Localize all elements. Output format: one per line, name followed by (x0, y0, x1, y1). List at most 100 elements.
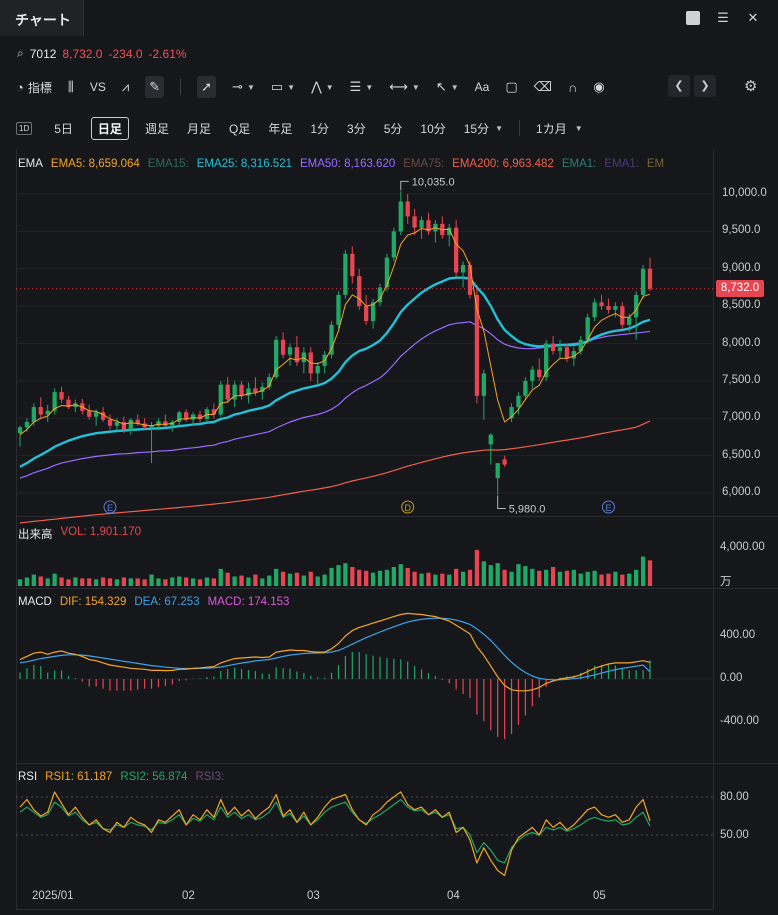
price-axis-label: 6,000.0 (722, 486, 761, 498)
candle-body (59, 392, 64, 400)
volume-unit-label: 万 (720, 576, 732, 588)
arrow-tool-button[interactable]: ↖ ▼ (436, 76, 459, 98)
period-option[interactable]: 週足 (144, 121, 169, 136)
candle-body (177, 412, 182, 422)
list-icon[interactable]: ☰ (717, 10, 729, 25)
ema200-line (19, 420, 651, 524)
scroll-right-button[interactable]: ❯ (694, 75, 716, 97)
rsi1-line (19, 791, 651, 877)
candle-body (488, 434, 493, 445)
period-option[interactable]: 日足 (90, 116, 129, 140)
volume-bar (557, 571, 563, 586)
candle-body (218, 384, 223, 415)
magnet-icon: ∩ (568, 79, 578, 95)
volume-bar (177, 576, 182, 586)
magnet-tool-button[interactable]: ∩ (568, 76, 577, 98)
volume-bar (571, 569, 576, 586)
x-axis-label: 05 (593, 890, 606, 902)
candle-body (647, 268, 653, 289)
candle-body (114, 421, 120, 426)
volume-bar (544, 569, 549, 586)
candle-body (454, 227, 459, 273)
settings-gear-icon[interactable]: ⚙ (744, 78, 758, 95)
volume-bar (433, 574, 438, 586)
period-option[interactable]: 1分 (310, 121, 330, 136)
low-label: 5,980.0 (509, 503, 546, 515)
fibonacci-icon: ☰ (349, 79, 362, 94)
candle-body (391, 231, 396, 258)
hline-icon: ⊸ (232, 79, 243, 94)
x-axis-label: 04 (447, 890, 460, 902)
close-icon[interactable]: ✕ (747, 10, 759, 25)
candle-body (128, 419, 133, 430)
search-icon[interactable]: ⌕ (17, 46, 24, 60)
chevron-down-icon[interactable]: ▼ (495, 123, 504, 133)
candle-type-button[interactable]: ⫼ (68, 76, 74, 98)
compare-button[interactable]: VS (90, 76, 106, 98)
period-option[interactable]: 年足 (268, 121, 293, 136)
measure-tool-button[interactable]: ⟷ ▼ (389, 76, 420, 98)
chevron-down-icon: ▼ (325, 82, 334, 92)
indicator-button[interactable]: ◔ 指標 (16, 76, 52, 98)
period-option[interactable]: 15分 (463, 121, 490, 136)
volume-bar (467, 569, 473, 586)
price-axis-label: 7,500.0 (722, 373, 761, 386)
volume-bar (280, 571, 286, 586)
rsi2-value: RSI2: 56.874 (120, 771, 188, 783)
volume-bar (322, 574, 327, 586)
volume-bar (634, 569, 639, 586)
candle-body (377, 287, 383, 303)
volume-bar (357, 569, 362, 586)
eye-icon: ◉ (593, 79, 605, 94)
chevron-down-icon[interactable]: ▼ (574, 123, 583, 133)
shape-tool-button[interactable]: ▭ ▼ (271, 76, 295, 98)
candle-body (613, 306, 618, 310)
candle-body (419, 220, 424, 228)
volume-bar (66, 579, 71, 586)
candle-body (592, 302, 597, 318)
candle-body (620, 306, 625, 325)
scroll-left-button[interactable]: ❮ (668, 75, 690, 97)
candle-body (370, 302, 376, 322)
candle-body (253, 388, 258, 393)
volume-bar (218, 568, 223, 586)
period-option[interactable]: Q足 (228, 121, 251, 136)
interval-badge[interactable]: 1D (16, 121, 33, 135)
eraser-tool-button[interactable]: ⌫ (534, 76, 552, 98)
volume-bar (24, 577, 30, 586)
chart-style-button[interactable]: ⩘ (122, 76, 129, 98)
line-tool-button[interactable]: ⊸ ▼ (232, 76, 255, 98)
period-option[interactable]: 10分 (420, 121, 446, 136)
chevron-down-icon: ▼ (411, 82, 420, 92)
volume-bar (613, 571, 618, 586)
volume-bar (197, 579, 203, 586)
period-option[interactable]: 5日 (54, 121, 73, 136)
draw-toggle-button[interactable]: ✎ (145, 76, 165, 98)
text-tool-button[interactable]: Aa (475, 76, 490, 98)
period-option[interactable]: 5分 (383, 121, 403, 136)
candle-body (94, 412, 99, 417)
cursor-tool-button[interactable]: ➚ (197, 76, 217, 98)
volume-bar (142, 579, 147, 586)
volume-bar (301, 575, 306, 586)
candle-body (294, 347, 300, 363)
volume-legend-title: 出来高 (18, 529, 53, 541)
period-option[interactable]: 月足 (186, 121, 211, 136)
pattern-tool-button[interactable]: ⋀ ▼ (311, 76, 334, 98)
candle-body (627, 317, 632, 325)
range-selector[interactable]: 1カ月 (536, 121, 567, 136)
comment-tool-button[interactable]: ▢ (505, 76, 517, 98)
candle-body (280, 339, 286, 355)
candle-body (634, 294, 639, 318)
candle-body (246, 388, 251, 396)
candle-body (52, 392, 57, 411)
visibility-button[interactable]: ◉ (593, 76, 604, 98)
period-option[interactable]: 3分 (347, 121, 366, 136)
tab-chart[interactable]: チャート (0, 0, 84, 36)
volume-bar (412, 571, 417, 586)
layout-2-icon[interactable]: 2 (686, 11, 700, 25)
fib-tool-button[interactable]: ☰ ▼ (350, 76, 374, 98)
symbol-code[interactable]: 7012 (29, 46, 57, 61)
drawing-toolbar: ◔ 指標 ⫼ VS ⩘ ✎ ➚ ⊸ ▼ ▭ ▼ ⋀ ▼ ☰ ▼ ⟷ ▼ ↖ ▼ Aa ▢ ⌫ … (16, 76, 621, 98)
